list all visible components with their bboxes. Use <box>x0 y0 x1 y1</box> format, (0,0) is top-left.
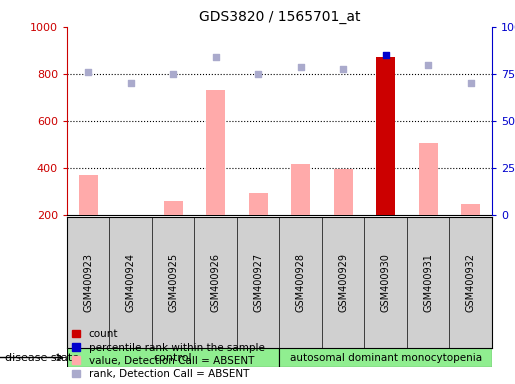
Bar <box>164 201 183 215</box>
Text: GSM400927: GSM400927 <box>253 253 263 312</box>
Text: GSM400928: GSM400928 <box>296 253 305 312</box>
Text: GSM400929: GSM400929 <box>338 253 348 312</box>
Bar <box>121 215 140 216</box>
Point <box>254 71 262 77</box>
Text: GSM400931: GSM400931 <box>423 253 433 312</box>
Point <box>424 61 432 68</box>
Text: control: control <box>154 353 193 362</box>
Bar <box>461 204 480 215</box>
Bar <box>334 169 353 215</box>
Text: autosomal dominant monocytopenia: autosomal dominant monocytopenia <box>289 353 482 362</box>
Point <box>467 80 475 86</box>
Legend: count, percentile rank within the sample, value, Detection Call = ABSENT, rank, : count, percentile rank within the sample… <box>72 329 265 379</box>
Text: GSM400926: GSM400926 <box>211 253 220 312</box>
Text: GSM400923: GSM400923 <box>83 253 93 312</box>
Point <box>127 80 135 86</box>
Bar <box>79 175 98 215</box>
Text: GSM400924: GSM400924 <box>126 253 135 312</box>
Bar <box>376 58 395 215</box>
Text: GSM400925: GSM400925 <box>168 253 178 312</box>
Title: GDS3820 / 1565701_at: GDS3820 / 1565701_at <box>199 10 360 25</box>
Point <box>297 64 305 70</box>
Point <box>339 66 347 72</box>
Point <box>84 68 92 74</box>
FancyBboxPatch shape <box>280 348 492 367</box>
Text: GSM400932: GSM400932 <box>466 253 475 312</box>
Bar <box>249 193 268 215</box>
Text: GSM400930: GSM400930 <box>381 253 390 312</box>
Point <box>169 71 177 77</box>
Point <box>382 52 390 58</box>
Text: disease state: disease state <box>5 353 79 362</box>
Bar <box>291 164 310 215</box>
Bar <box>419 143 438 215</box>
Point <box>212 55 220 61</box>
Bar <box>206 90 225 215</box>
FancyBboxPatch shape <box>67 348 280 367</box>
